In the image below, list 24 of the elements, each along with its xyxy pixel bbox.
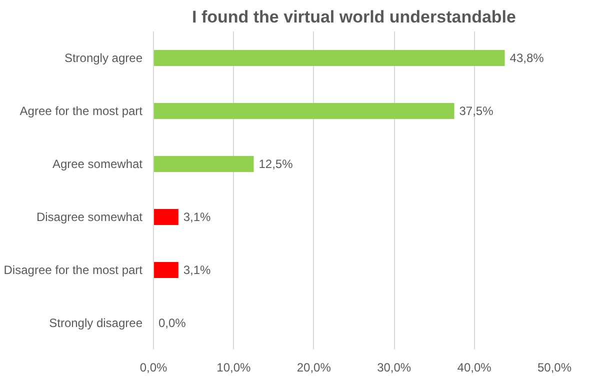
y-tick-label: Agree somewhat <box>52 157 144 171</box>
x-tick-label: 40,0% <box>457 360 492 374</box>
data-label: 37,5% <box>459 104 494 118</box>
x-tick-label: 50,0% <box>537 360 572 374</box>
y-tick-label: Disagree somewhat <box>36 210 144 224</box>
x-tick-label: 0,0% <box>140 360 168 374</box>
data-label: 3,1% <box>183 263 212 277</box>
bar <box>154 50 505 66</box>
y-tick-label: Agree for the most part <box>20 104 144 118</box>
bar <box>154 262 178 278</box>
y-tick-label: Strongly disagree <box>49 316 143 330</box>
chart-title: I found the virtual world understandable <box>192 8 516 26</box>
data-label: 12,5% <box>258 157 294 171</box>
data-label: 0,0% <box>158 316 186 330</box>
y-tick-label: Disagree for the most part <box>4 263 144 277</box>
y-tick-label: Strongly agree <box>64 51 143 65</box>
bar <box>154 103 454 119</box>
data-label: 43,8% <box>510 51 544 65</box>
x-tick-label: 10,0% <box>216 360 252 374</box>
bar <box>154 156 254 172</box>
bar <box>154 209 178 225</box>
data-label: 3,1% <box>183 210 212 224</box>
x-tick-label: 30,0% <box>377 360 412 374</box>
x-tick-label: 20,0% <box>296 360 332 374</box>
